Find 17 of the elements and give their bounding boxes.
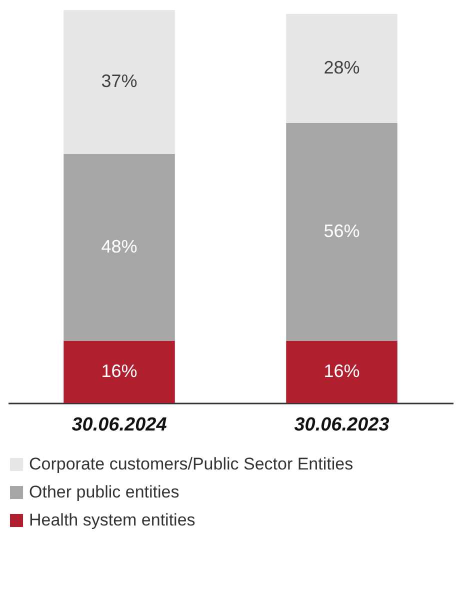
bar (64, 154, 175, 341)
data-label: 48% (101, 236, 138, 256)
legend-label: Other public entities (29, 482, 180, 502)
legend-label: Corporate customers/Public Sector Entities (29, 454, 354, 474)
data-label: 37% (101, 70, 138, 91)
data-label: 56% (324, 220, 360, 241)
x-tick-label: 30.06.2024 (72, 414, 168, 436)
data-label: 16% (324, 360, 360, 381)
bar (286, 122, 398, 341)
data-label: 16% (101, 360, 138, 381)
x-tick-label: 30.06.2023 (294, 414, 390, 436)
bar (286, 14, 398, 123)
data-label: 28% (324, 57, 360, 78)
bar (64, 340, 175, 403)
legend-label: Health system entities (29, 510, 196, 530)
bar (286, 340, 398, 403)
bar (64, 10, 175, 154)
